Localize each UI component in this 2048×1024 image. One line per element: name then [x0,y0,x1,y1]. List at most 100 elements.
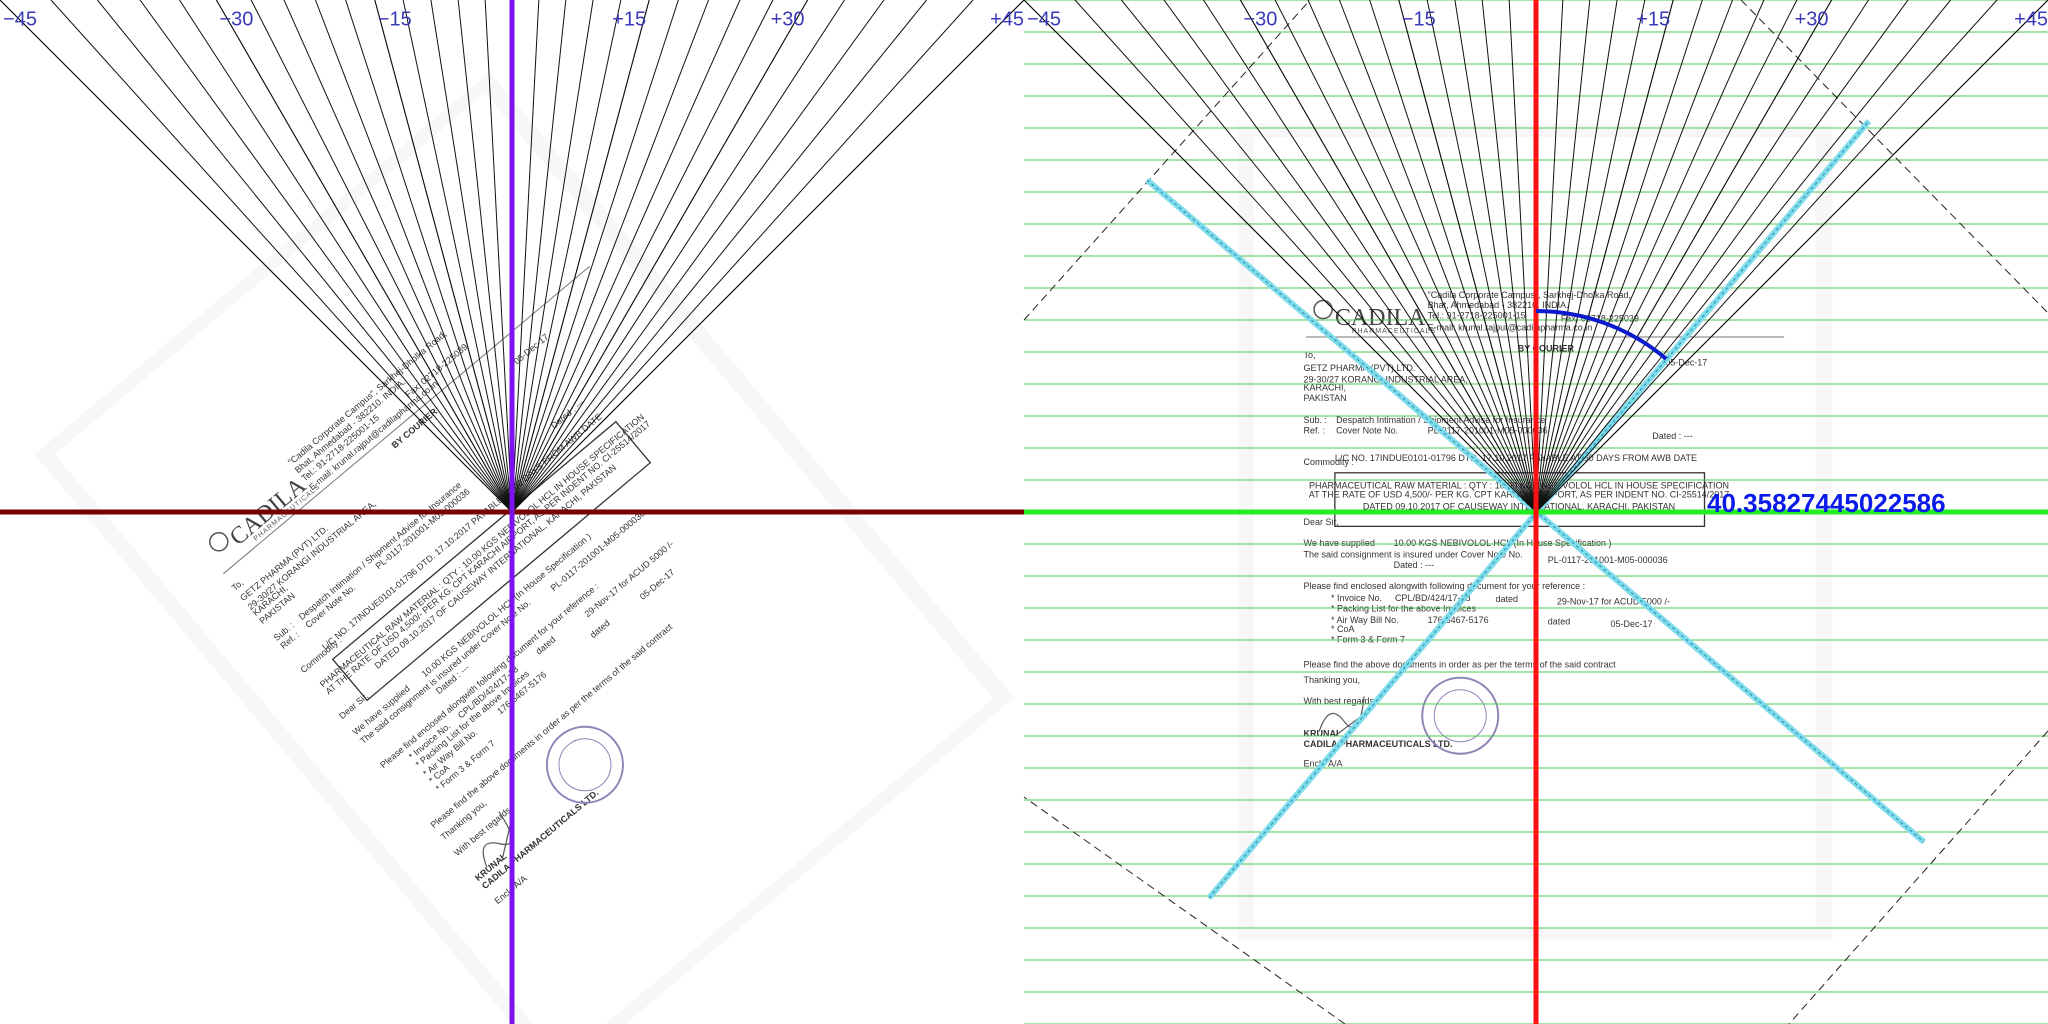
fan-line [345,0,513,513]
document-line: 10.00 KGS NEBIVOLOL HCL (In House Specif… [1394,538,1612,548]
stamp [545,725,624,804]
fan-line [511,0,567,513]
fan-line [1535,0,1618,513]
fan-line [179,0,513,513]
letterhead-rule [223,266,590,575]
document-line: * CoA [1331,624,1355,634]
fan-line [484,0,513,513]
document-line: BY COURIER [1518,343,1575,353]
dashed-frame [1740,0,2048,314]
document-line: To, [1304,350,1316,360]
document-line: CPL/BD/424/17-18 [1395,593,1471,603]
angle-tick [1239,0,1537,513]
document-line: Dated : --- [1652,431,1693,441]
document-line: We have supplied [1304,538,1375,548]
document-line: Cover Note No. [1336,426,1398,436]
fan-line [511,0,679,513]
fan-line [1535,0,1798,513]
fan-line [1163,0,1537,513]
document-line: * Air Way Bill No. [1331,615,1399,625]
diagonal-core [1208,120,1870,899]
angle-tick [1535,0,1833,513]
fan-line [430,0,513,513]
fan-line [1535,0,1591,513]
angle-value: 40.35827445022586 [1707,488,1946,518]
angle-tick-label: +30 [1795,9,1829,31]
document-line: Dated : --- [1394,560,1435,570]
fan-line [1535,0,1703,513]
document-line: Dear Sir, [1304,517,1339,527]
angle-tick-label: −15 [1402,9,1436,31]
document-line: PAKISTAN [1304,393,1347,403]
fan-line [511,0,622,513]
fan-line [1121,0,1537,513]
commodity-box [1334,472,1706,528]
document-line: The said consignment is insured under Co… [1304,550,1523,560]
fan-line [1454,0,1537,513]
fan-line [97,0,513,513]
document-line: PL-0117-201001-M05-000036 [1548,555,1668,565]
document-line: With best regards, [1304,696,1377,706]
angle-tick [1023,0,1537,513]
fan-line [1426,0,1537,513]
document-line: Bhat, Ahmedabad - 382210. INDIA. [1428,300,1569,310]
stamp-inner [558,738,612,792]
fan-line [1535,0,1646,513]
fan-line [511,0,774,513]
fan-line [1535,0,1869,513]
angle-tick-label: −45 [1027,9,1061,31]
fan-line [1274,0,1537,513]
logo: CADILA [1335,305,1426,331]
document-line: 05-Dec-17 [1610,619,1652,629]
fan-line [1074,0,1537,513]
fan-line [1535,0,1734,513]
document-line: KRUNAL [1304,729,1342,739]
fan-line [511,0,594,513]
document-line: 29-Nov-17 for ACUD 5000 /- [1557,597,1670,607]
angle-arc [1535,309,1668,361]
fan-line [1369,0,1537,513]
angle-tick [511,0,809,513]
dashed-frame [1788,730,2048,1024]
document-line: * Invoice No. [1331,593,1382,603]
document-line: DATED 09.10.2017 OF CAUSEWAY INTERNATION… [1363,501,1675,511]
angle-tick-label: −30 [1243,9,1277,31]
fan-line [402,0,513,513]
dashed-frame [1023,796,1346,1024]
fan-line [511,0,540,513]
fan-line [511,0,710,513]
fan-line [139,0,513,513]
document-line: 05-Dec-17 [1665,358,1707,368]
logo-mark [209,532,229,552]
angle-tick [0,0,513,513]
fan-line [314,0,513,513]
fan-line [250,0,513,513]
document-line: GETZ PHARMA (PVT) LTD. [1304,363,1416,373]
fan-line [511,0,741,513]
angle-tick-label: +30 [771,9,805,31]
angle-tick [1398,0,1537,513]
fan-line [50,0,513,513]
logo-sub: PHARMACEUTICALS [1352,328,1436,335]
angle-tick [511,0,1025,513]
angle-tick [1535,0,1674,513]
angle-tick-label: −30 [219,9,253,31]
fan-line [283,0,513,513]
document-line: PL-0117-201001-M05-000036 [1428,426,1548,436]
fan-line [511,0,974,513]
document-line: L/C NO. 17INDUE0101-01796 DTD. 17.10.201… [1335,453,1697,463]
angle-tick-label: +45 [990,9,1024,31]
angle-tick [374,0,513,513]
fan-line [1508,0,1537,513]
stamp [1421,676,1500,755]
fan-line [1203,0,1537,513]
angle-tick-label: +45 [2014,9,2048,31]
fan-line [511,0,927,513]
fan-line [1535,0,1765,513]
angle-tick-label: +15 [612,9,646,31]
document-line: Please find enclosed alongwith following… [1304,581,1586,591]
fan-line [1535,0,1909,513]
